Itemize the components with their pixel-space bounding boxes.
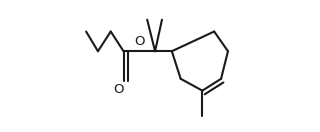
Text: O: O: [134, 35, 145, 48]
Text: O: O: [113, 83, 124, 96]
